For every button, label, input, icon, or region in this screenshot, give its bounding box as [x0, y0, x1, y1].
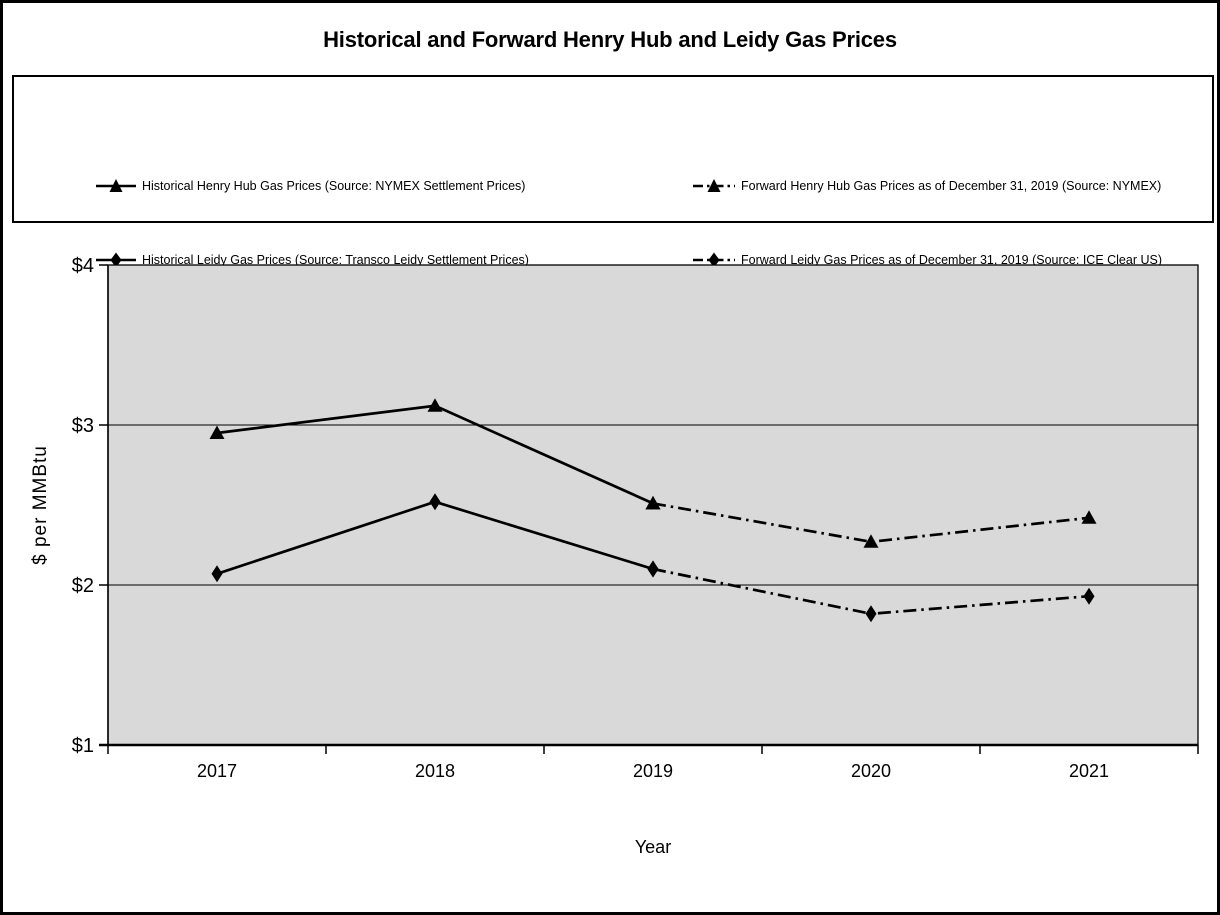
- triangle-marker: [209, 425, 225, 439]
- series-line: [652, 502, 1090, 544]
- triangle-marker: [427, 398, 443, 412]
- plot-area: $1 $2 $3 $4 2017 2018 2019 2020 2021: [72, 255, 1199, 781]
- solid-line-diamond-icon: [96, 252, 136, 268]
- chart-title: Historical and Forward Henry Hub and Lei…: [323, 27, 897, 52]
- dash-dot-line-triangle-icon: [693, 179, 735, 192]
- legend-item-historical-leidy: Historical Leidy Gas Prices (Source: Tra…: [96, 249, 529, 271]
- diamond-marker: [429, 493, 441, 511]
- diamond-marker: [1083, 587, 1095, 605]
- solid-line-triangle-icon: [96, 179, 136, 192]
- triangle-marker: [1081, 510, 1097, 524]
- legend-label: Forward Leidy Gas Prices as of December …: [741, 253, 1163, 267]
- triangle-marker: [863, 534, 879, 548]
- x-tick-label: 2020: [851, 761, 891, 781]
- diamond-marker: [647, 560, 659, 578]
- x-tick-label: 2017: [197, 761, 237, 781]
- legend-item-historical-henry-hub: Historical Henry Hub Gas Prices (Source:…: [96, 175, 525, 197]
- legend-box: Historical Henry Hub Gas Prices (Source:…: [12, 75, 1214, 268]
- x-tick-label: 2019: [633, 761, 673, 781]
- dash-dot-line-diamond-icon: [693, 252, 735, 268]
- y-tick-label: $3: [72, 415, 94, 437]
- x-tick-label: 2021: [1069, 761, 1109, 781]
- legend-label: Historical Leidy Gas Prices (Source: Tra…: [142, 253, 529, 267]
- y-axis-title: $ per MMBtu: [30, 445, 51, 565]
- diamond-marker: [865, 605, 877, 623]
- legend-label: Historical Henry Hub Gas Prices (Source:…: [142, 179, 526, 193]
- x-tick-label: 2018: [415, 761, 455, 781]
- y-tick-label: $1: [72, 735, 94, 757]
- y-tick-label: $4: [72, 255, 94, 277]
- legend-item-forward-henry-hub: Forward Henry Hub Gas Prices as of Decem…: [693, 175, 1161, 197]
- triangle-marker: [645, 495, 661, 510]
- x-axis-title: Year: [634, 837, 672, 857]
- y-tick-label: $2: [72, 575, 94, 597]
- legend-item-forward-leidy: Forward Leidy Gas Prices as of December …: [693, 249, 1162, 271]
- diamond-marker: [211, 565, 223, 583]
- legend-label: Forward Henry Hub Gas Prices as of Decem…: [741, 179, 1162, 193]
